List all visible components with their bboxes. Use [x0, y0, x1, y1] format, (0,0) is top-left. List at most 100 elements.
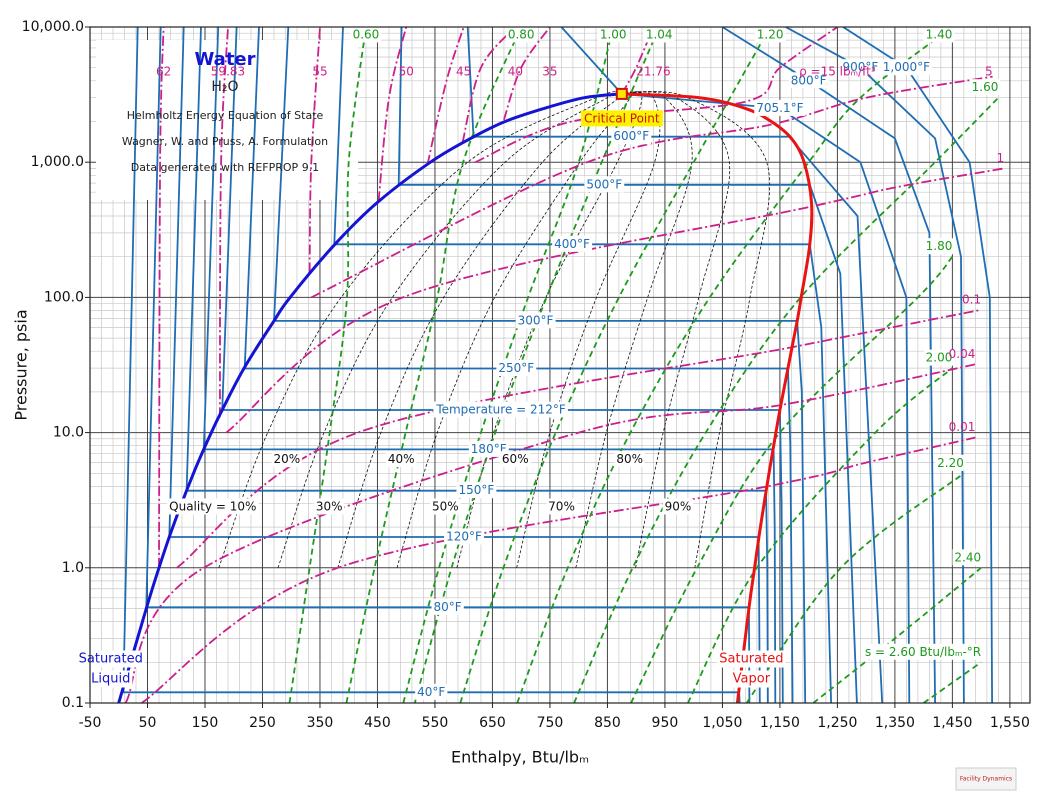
substance: Water — [194, 49, 255, 70]
line-label: 90% — [665, 499, 692, 513]
label-bg — [754, 26, 786, 43]
line-label: 40°F — [417, 685, 445, 699]
note: Data generated with REFPROP 9.1 — [131, 161, 319, 174]
density-line — [158, 27, 165, 568]
line-label: 400°F — [554, 237, 590, 251]
label-bg — [552, 235, 593, 252]
isotherm — [560, 27, 911, 703]
line-label: 5 — [985, 65, 993, 79]
label-bg — [935, 454, 966, 471]
label-bg — [444, 528, 484, 545]
line-label: 59.83 — [211, 65, 245, 79]
density-line — [124, 363, 976, 703]
entropy-line — [630, 256, 954, 703]
entropy-line — [923, 661, 982, 703]
label-bg — [717, 650, 786, 668]
entropy-line — [459, 27, 771, 703]
line-label: 0.01 — [949, 420, 976, 434]
plot-frame — [89, 26, 1031, 704]
x-tick-label: 950 — [652, 715, 679, 731]
x-tick-label: 1,050 — [702, 715, 742, 731]
x-tick-label: 550 — [422, 715, 449, 731]
label-bg — [499, 451, 531, 468]
line-label: 55 — [312, 65, 327, 79]
label-bg — [969, 79, 1001, 96]
line-label: 1.20 — [757, 28, 784, 42]
line-label: 2.00 — [926, 351, 953, 365]
line-label: Liquid — [91, 672, 130, 687]
line-label: 1,000°F — [883, 60, 930, 74]
note: Helmholtz Energy Equation of State — [127, 109, 324, 122]
x-tick-label: 1,450 — [932, 715, 972, 731]
x-tick-label: 1,350 — [875, 715, 915, 731]
density-line — [474, 27, 838, 164]
line-label: 150°F — [458, 483, 494, 497]
density-line — [219, 27, 229, 418]
x-tick-label: 350 — [307, 715, 334, 731]
entropy-line — [402, 27, 615, 703]
label-bg — [880, 59, 933, 76]
label-bg — [76, 650, 145, 668]
label-bg — [584, 176, 625, 193]
label-bg — [415, 683, 448, 700]
critical-point — [615, 87, 628, 100]
label-bg — [430, 498, 461, 515]
line-labels: 40°F 80°F 120°F 150°F 180°F Temperature = 212… — [76, 26, 1004, 700]
note: Wagner, W. and Pruss, A. Formulation — [122, 135, 328, 148]
line-label: 705.1°F — [756, 101, 803, 115]
isotherm — [721, 27, 936, 703]
line-label: 0.80 — [508, 28, 535, 42]
label-bg — [754, 99, 806, 116]
label-bg — [788, 72, 829, 89]
line-label: Vapor — [733, 672, 771, 687]
quality-line — [218, 91, 622, 568]
saturation-curve — [621, 92, 814, 703]
density-line — [225, 167, 1005, 434]
line-label: 1.40 — [926, 28, 953, 42]
line-label: Critical Point — [584, 111, 660, 125]
line-label: Saturated — [79, 652, 143, 667]
line-label: 500°F — [586, 177, 622, 191]
entropy-line — [288, 27, 367, 703]
label-bg — [468, 440, 509, 457]
line-label: 0.04 — [949, 347, 976, 361]
line-label: 900°F — [842, 60, 878, 74]
line-label: 180°F — [471, 442, 507, 456]
x-tick-label: 650 — [479, 715, 506, 731]
x-tick-label: 750 — [537, 715, 564, 731]
entropy-line — [516, 27, 953, 703]
logo-box — [955, 767, 1017, 791]
label-bg — [662, 498, 694, 515]
x-tick-label: 1,250 — [817, 715, 857, 731]
line-label: 120°F — [446, 529, 482, 543]
label-bg — [611, 128, 652, 145]
line-label: Temperature = 212°F — [435, 402, 566, 416]
x-tick-label: -50 — [79, 715, 102, 731]
line-label: 0.1 — [962, 292, 981, 306]
label-bg — [456, 482, 497, 499]
label-bg — [385, 451, 417, 468]
entropy-line — [687, 367, 953, 703]
entropy-line — [745, 472, 965, 703]
y-tick-label: 100.0 — [44, 289, 84, 305]
label-bg — [89, 670, 133, 688]
line-label: 600°F — [613, 129, 649, 143]
label-bg — [313, 498, 345, 515]
y-axis-title: Pressure, psia — [12, 309, 31, 420]
x-tick-label: 1,150 — [760, 715, 800, 731]
logo: Facility Dynamics — [960, 776, 1012, 783]
label-bg — [505, 26, 537, 43]
line-label: 1 — [996, 151, 1004, 165]
entropy-line — [812, 567, 982, 703]
line-label: 1.80 — [926, 239, 953, 253]
entropy-line — [345, 27, 523, 703]
formula: H₂O — [211, 79, 238, 95]
density-line — [310, 75, 993, 299]
line-label: 250°F — [498, 361, 534, 375]
label-bg — [496, 359, 537, 376]
density-line — [503, 27, 551, 121]
line-label: 40% — [388, 452, 415, 466]
line-label: 2.20 — [937, 456, 964, 470]
line-label: 800°F — [791, 73, 827, 87]
